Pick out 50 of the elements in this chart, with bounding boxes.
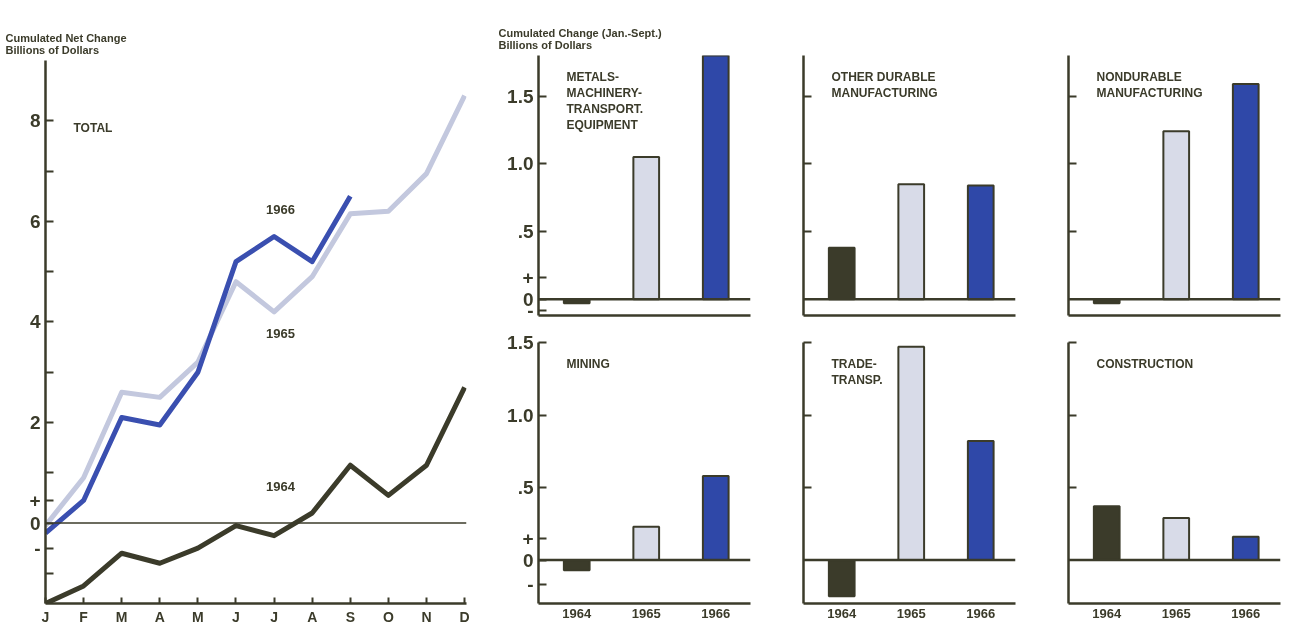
y-tick-label: 2 [29, 412, 41, 433]
x-tick-label: 1965 [896, 605, 926, 621]
x-tick-label: 1966 [701, 605, 731, 621]
y-tick-label: + [522, 267, 534, 289]
y-tick-label: 8 [29, 110, 41, 132]
x-tick-label: 1964 [1092, 605, 1122, 621]
y-tick-label: + [522, 527, 534, 549]
series-label: 1965 [266, 325, 296, 341]
x-tick-label: F [79, 608, 89, 625]
text: TOTAL [73, 120, 113, 135]
x-tick-label: 1965 [1161, 605, 1191, 621]
y-tick-label: - [527, 574, 534, 596]
text: NONDURABLE MANUFACTURING [1096, 69, 1203, 100]
x-tick-label: S [345, 608, 355, 625]
series-label: 1966 [266, 202, 296, 218]
x-tick-label: 1966 [1231, 605, 1261, 621]
y-tick-label: 0 [522, 549, 534, 571]
y-tick-label: + [29, 489, 41, 511]
y-tick-label: 1.0 [507, 404, 534, 426]
y-tick-label: .5 [517, 477, 534, 498]
x-tick-label: 1964 [562, 605, 592, 621]
text: OTHER DURABLE MANUFACTURING [831, 69, 938, 100]
x-tick-label: J [232, 608, 240, 625]
y-tick-label: 0 [29, 512, 41, 534]
text: MINING [566, 356, 610, 371]
x-tick-label: J [41, 608, 50, 625]
x-tick-label: N [421, 608, 432, 625]
y-axis-title: Cumulated Change (Jan.-Sept.) Billions of Dollars [498, 26, 663, 51]
text: TRADE- TRANSP. [831, 356, 883, 387]
x-tick-label: D [459, 608, 470, 625]
x-tick-label: 1964 [827, 605, 857, 621]
x-tick-label: 1965 [631, 605, 661, 621]
text: CONSTRUCTION [1096, 356, 1194, 371]
x-tick-label: A [154, 608, 165, 625]
y-tick-label: - [34, 537, 41, 559]
y-tick-label: 6 [29, 210, 41, 232]
x-tick-label: 1966 [966, 605, 996, 621]
x-tick-label: J [270, 608, 278, 625]
series-label: 1964 [266, 478, 296, 494]
x-tick-label: M [115, 608, 128, 625]
y-tick-label: 1.5 [507, 85, 534, 107]
y-tick-label: 4 [29, 311, 41, 333]
y-tick-label: 1.5 [507, 332, 534, 353]
x-tick-label: A [307, 608, 318, 625]
text: METALS- MACHINERY- TRANSPORT. EQUIPMENT [566, 69, 644, 132]
y-axis-title: Cumulated Net Change Billions of Dollars [5, 31, 127, 56]
x-tick-label: O [382, 608, 394, 625]
x-tick-label: M [192, 608, 204, 625]
y-tick-label: .5 [517, 221, 534, 243]
y-tick-label: 1.0 [507, 153, 534, 175]
